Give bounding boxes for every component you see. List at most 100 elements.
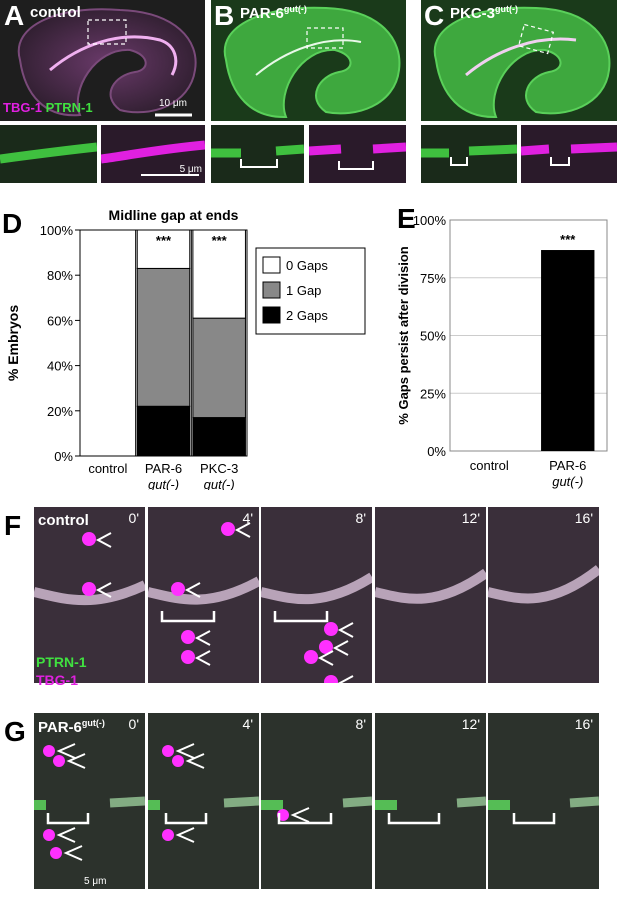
centrosome-dot xyxy=(324,622,338,636)
panel-f-legend-tbg: TBG-1 xyxy=(36,672,78,688)
midline xyxy=(488,565,599,604)
chart-e-ytick-label: 75% xyxy=(420,271,446,286)
panel-g-frame: 12' xyxy=(375,713,486,889)
frame-image: 8' xyxy=(261,716,372,825)
centrosome-dot xyxy=(43,745,55,757)
frame-time-label: 0' xyxy=(129,716,139,732)
chart-d-xtick-label: PKC-3 xyxy=(200,461,238,476)
panel-b-embryo-image xyxy=(211,0,406,121)
gap-bracket xyxy=(273,611,329,623)
chart-d-legend-label: 1 Gap xyxy=(286,283,321,298)
panel-c-label: PKC-3gut(-) xyxy=(450,4,518,22)
centrosome-dot xyxy=(304,650,318,664)
chart-d: Midline gap at ends % Embryos 0% 20% 40% 60% 8… xyxy=(5,207,366,490)
panel-g-label: PAR-6gut(-) xyxy=(38,718,105,736)
arrowhead xyxy=(95,582,112,598)
panel-g-frame: 0' xyxy=(34,713,145,889)
centrosome-dot xyxy=(50,847,62,859)
panel-b-label-text: PAR-6 xyxy=(240,5,284,22)
panel-a-letter: A xyxy=(4,0,25,31)
midline-right xyxy=(569,796,599,808)
midline-right xyxy=(223,796,259,808)
chart-d-ylabel: % Embryos xyxy=(5,305,21,381)
arrowhead xyxy=(185,753,205,769)
panel-a-inset-green xyxy=(0,125,97,183)
chart-e-xtick-label: PAR-6 xyxy=(549,458,586,473)
legend-ptrn: PTRN-1 xyxy=(45,100,93,115)
midline xyxy=(34,580,145,606)
arrowhead xyxy=(234,522,251,538)
frame-time-label: 12' xyxy=(462,510,480,526)
panel-d-letter: D xyxy=(2,208,23,239)
frame-image: 8' xyxy=(261,510,372,683)
centrosome-dot xyxy=(324,675,338,683)
chart-e-ytick-label: 25% xyxy=(420,386,446,401)
arrowhead xyxy=(337,622,354,638)
arrowhead xyxy=(56,827,76,843)
centrosome-dot xyxy=(53,755,65,767)
frame-image: 16' xyxy=(488,510,599,604)
gap-bracket xyxy=(46,813,90,825)
chart-d-ytick-label: 20% xyxy=(47,404,73,419)
panel-g-label-text: PAR-6 xyxy=(38,719,82,736)
panel-c-inset-magenta xyxy=(521,125,617,183)
panel-g-frame: 16' xyxy=(488,713,599,889)
gap-bracket xyxy=(512,813,556,825)
panel-f-frame: 12' xyxy=(375,507,486,683)
frame-time-label: 16' xyxy=(575,510,593,526)
chart-d-legend-swatch xyxy=(262,281,281,299)
chart-d-ytick-label: 80% xyxy=(47,268,73,283)
gap-bracket xyxy=(387,813,441,825)
chart-d-bar-segment xyxy=(192,229,246,319)
panel-a-scale-inset: 5 μm xyxy=(179,164,202,175)
centrosome-dot xyxy=(162,745,174,757)
centrosome-dot xyxy=(181,630,195,644)
chart-d-bar-segment xyxy=(136,267,191,407)
panel-c-label-text: PKC-3 xyxy=(450,5,496,22)
panel-c-inset-green xyxy=(421,125,517,183)
chart-d-legend-label: 0 Gaps xyxy=(286,258,328,273)
chart-d-ytick-label: 100% xyxy=(40,223,74,238)
midline-right xyxy=(456,796,486,808)
midline-right xyxy=(109,796,145,808)
chart-d-annotation: *** xyxy=(156,233,172,248)
arrowhead xyxy=(175,743,195,759)
chart-d-legend-swatch xyxy=(262,306,281,324)
chart-d-xtick-label-2: gut(-) xyxy=(204,477,235,490)
chart-d-ytick-label: 0% xyxy=(54,449,73,464)
panel-e-letter: E xyxy=(397,203,416,234)
gap-bracket xyxy=(164,813,208,825)
panel-g-label-sup: gut(-) xyxy=(81,718,105,728)
gap-bracket xyxy=(160,611,216,623)
centrosome-dot xyxy=(171,582,185,596)
panel-g-frame: 8' xyxy=(261,713,372,889)
frame-time-label: 8' xyxy=(356,510,366,526)
chart-e-bar xyxy=(541,250,595,451)
panel-g-scale: 5 μm xyxy=(84,876,107,887)
frame-time-label: 4' xyxy=(243,716,253,732)
panel-b-letter: B xyxy=(214,0,235,31)
arrowhead xyxy=(290,807,310,823)
arrowhead xyxy=(194,650,211,666)
arrowhead xyxy=(66,753,86,769)
centrosome-dot xyxy=(172,755,184,767)
chart-e-ytick-label: 100% xyxy=(413,213,447,228)
chart-d-bar-segment xyxy=(192,417,246,457)
panel-f-frame: 0' xyxy=(34,507,145,683)
arrowhead xyxy=(184,582,201,598)
frame-image: 12' xyxy=(375,716,486,825)
chart-d-bar-segment xyxy=(136,229,191,269)
gap-bracket xyxy=(277,813,333,825)
panel-b-label-sup: gut(-) xyxy=(283,4,307,14)
frame-time-label: 16' xyxy=(575,716,593,732)
chart-d-legend-label: 2 Gaps xyxy=(286,308,328,323)
panel-a-embryo-image xyxy=(0,0,205,121)
frame-time-label: 4' xyxy=(243,510,253,526)
midline xyxy=(148,576,259,605)
frame-image: 4' xyxy=(148,510,259,666)
chart-d-bar-segment xyxy=(192,317,246,419)
panel-c-embryo-image xyxy=(421,0,617,121)
frame-image: 0' xyxy=(34,510,145,606)
frame-image: 16' xyxy=(488,716,599,825)
chart-e-xtick-label-2: gut(-) xyxy=(552,474,583,489)
